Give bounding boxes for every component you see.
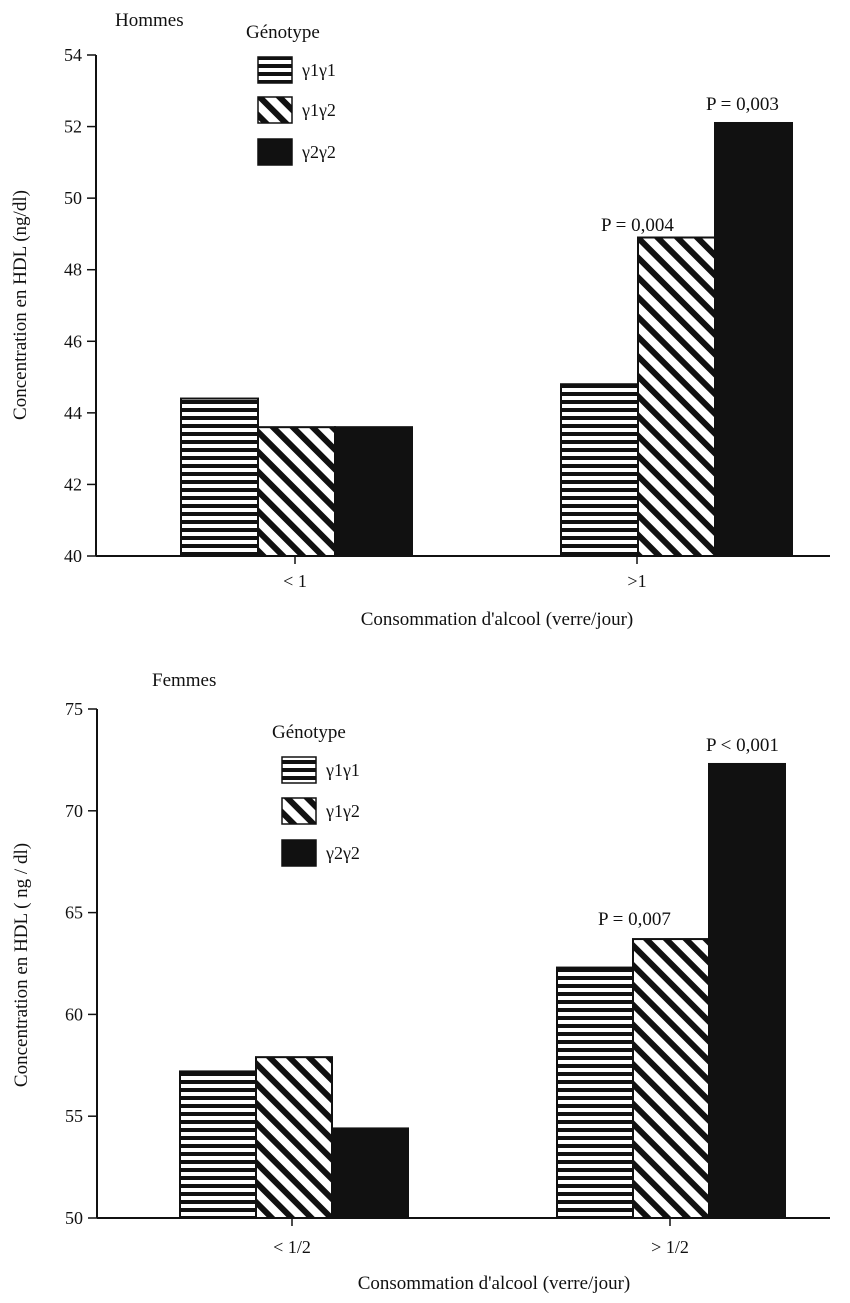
bar [708, 762, 786, 1219]
annotation-p-value: P < 0,001 [706, 735, 779, 756]
bars [179, 762, 786, 1220]
legend: Génotype γ1γ1 γ1γ2 γ2γ2 [246, 22, 336, 166]
x-tick-label: >1 [627, 571, 646, 591]
legend-title: Génotype [246, 22, 320, 43]
annotation-p-value: P = 0,003 [706, 94, 779, 115]
legend-label: γ2γ2 [325, 843, 360, 863]
y-tick-label: 54 [64, 45, 82, 65]
x-axis-label: Consommation d'alcool (verre/jour) [361, 609, 634, 630]
y-axis-label: Concentration en HDL (ng/dl) [10, 190, 31, 420]
legend-label: γ1γ2 [301, 100, 336, 120]
y-tick-label: 46 [64, 331, 82, 351]
legend-swatch [281, 839, 317, 867]
legend-swatch [281, 756, 317, 784]
x-axis-label: Consommation d'alcool (verre/jour) [358, 1273, 631, 1294]
chart-panel-femmes: Femmes Génotype γ1γ1 γ1γ2 γ2γ2 50 55 60 65 7… [11, 670, 830, 1294]
bar [560, 383, 639, 557]
bar [255, 1056, 333, 1219]
bar [334, 426, 413, 557]
bar [257, 426, 336, 557]
legend-label: γ1γ1 [301, 60, 336, 80]
y-tick-label: 44 [64, 403, 82, 423]
bar [637, 236, 716, 557]
y-tick-label: 50 [64, 188, 82, 208]
x-tick-label: < 1 [283, 571, 307, 591]
y-tick-label: 50 [65, 1208, 83, 1228]
y-tick-label: 48 [64, 260, 82, 280]
annotation-p-value: P = 0,007 [598, 909, 671, 930]
panel-title: Femmes [152, 670, 216, 691]
chart-panel-hommes: Hommes Génotype γ1γ1 γ1γ2 γ2γ2 404244464… [10, 10, 830, 630]
legend-swatch [257, 138, 293, 166]
legend-label: γ2γ2 [301, 142, 336, 162]
y-axis-label: Concentration en HDL ( ng / dl) [11, 843, 32, 1087]
bar [632, 938, 710, 1219]
legend: Génotype γ1γ1 γ1γ2 γ2γ2 [272, 722, 360, 867]
panel-title: Hommes [115, 10, 184, 31]
legend-label: γ1γ2 [325, 801, 360, 821]
y-axis: 40 42 44 46 48 50 52 54 Concentration en HDL (n… [10, 45, 97, 566]
y-tick-label: 70 [65, 801, 83, 821]
legend-swatch [257, 96, 293, 124]
y-tick-label: 55 [65, 1106, 83, 1126]
legend-title: Génotype [272, 722, 346, 743]
legend-swatch [281, 797, 317, 825]
bar [556, 966, 634, 1220]
x-tick-label: > 1/2 [651, 1237, 689, 1257]
y-tick-label: 40 [64, 546, 82, 566]
bar [180, 397, 259, 557]
y-axis: 50 55 60 65 70 75 Concentration en HDL ( ng /… [11, 699, 98, 1228]
bar [714, 121, 793, 557]
y-tick-label: 52 [64, 117, 82, 137]
bar [179, 1070, 257, 1219]
annotation-p-value: P = 0,004 [601, 215, 674, 236]
x-axis: < 1 >1 Consommation d'alcool (verre/jour… [96, 555, 830, 630]
legend-swatch [257, 56, 293, 84]
y-tick-label: 65 [65, 903, 83, 923]
bar [331, 1127, 409, 1220]
y-tick-label: 75 [65, 699, 83, 719]
legend-label: γ1γ1 [325, 760, 360, 780]
y-tick-label: 42 [64, 474, 82, 494]
bars [180, 121, 793, 557]
y-tick-label: 60 [65, 1004, 83, 1024]
x-tick-label: < 1/2 [273, 1237, 311, 1257]
x-axis: < 1/2 > 1/2 Consommation d'alcool (verre… [97, 1217, 830, 1294]
